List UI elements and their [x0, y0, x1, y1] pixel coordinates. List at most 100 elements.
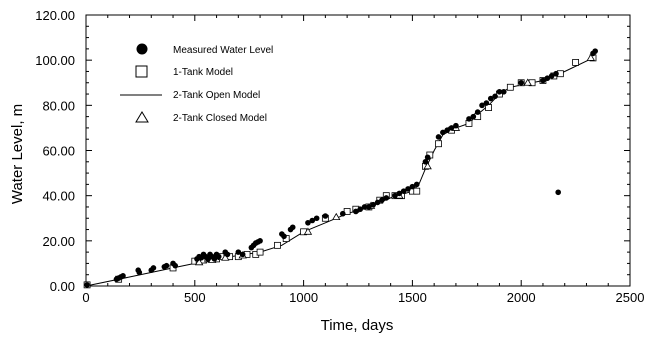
- data-point-measured: [500, 88, 507, 95]
- data-point-measured: [281, 233, 287, 240]
- data-point-measured: [150, 265, 157, 271]
- data-point-measured: [357, 206, 363, 213]
- data-point-measured: [553, 70, 559, 77]
- x-tick-label: 2500: [616, 290, 645, 305]
- data-point-measured: [366, 204, 372, 210]
- data-point-measured: [496, 88, 503, 95]
- data-point-measured: [379, 197, 385, 203]
- data-point-measured: [370, 201, 377, 208]
- data-point-measured: [84, 282, 90, 288]
- data-point-1-tank: [572, 59, 579, 66]
- data-point-2-tank-closed: [332, 212, 341, 221]
- data-point-measured: [205, 256, 211, 262]
- data-point-measured: [470, 113, 477, 120]
- data-point-measured: [257, 238, 263, 244]
- data-point-measured: [424, 154, 431, 161]
- data-point-measured: [518, 79, 524, 86]
- data-point-measured: [361, 204, 368, 210]
- y-tick-label: 100.00: [35, 53, 75, 68]
- data-point-measured: [396, 190, 403, 197]
- x-tick-label: 2000: [507, 290, 536, 305]
- data-point-1-tank: [413, 187, 421, 195]
- legend-label-2-tank-open: 2-Tank Open Model: [173, 90, 260, 101]
- data-point-measured: [466, 116, 472, 122]
- data-point-measured: [405, 186, 411, 192]
- legend: Measured Water Level 1-Tank Model 2-Tank…: [120, 43, 273, 124]
- data-point-measured: [544, 75, 551, 82]
- data-point-measured: [163, 262, 170, 269]
- data-point-measured: [235, 249, 242, 255]
- data-point-measured: [383, 195, 390, 201]
- data-point-measured: [239, 251, 246, 258]
- data-point-measured: [413, 181, 420, 188]
- data-point-measured: [339, 210, 346, 217]
- data-point-measured: [555, 189, 561, 196]
- series-line-2-tank-open: [85, 57, 594, 287]
- model-lines: [85, 57, 594, 287]
- data-point-measured: [492, 93, 498, 100]
- data-point-measured: [592, 48, 598, 54]
- data-point-2-tank-closed: [523, 78, 532, 86]
- data-point-2-tank-closed: [221, 253, 230, 261]
- data-point-measured: [224, 251, 231, 258]
- data-point-measured: [400, 188, 407, 194]
- data-point-measured: [479, 102, 485, 109]
- x-tick-label: 500: [184, 290, 206, 305]
- data-point-measured: [435, 134, 442, 140]
- legend-label-1-tank: 1-Tank Model: [173, 67, 233, 78]
- data-point-measured: [448, 125, 455, 131]
- data-point-measured: [305, 219, 311, 226]
- data-point-measured: [444, 127, 451, 133]
- data-point-measured: [313, 215, 320, 222]
- y-tick-label: 20.00: [42, 234, 75, 249]
- data-point-measured: [136, 269, 143, 276]
- axes-frame: [85, 14, 631, 287]
- data-point-measured: [120, 273, 126, 279]
- data-point-measured: [392, 192, 398, 199]
- y-tick-label: 80.00: [42, 98, 75, 113]
- y-axis-title: Water Level, m: [9, 104, 26, 204]
- legend-marker-measured: [136, 43, 148, 55]
- y-tick-label: 0.00: [50, 279, 75, 294]
- legend-label-measured: Measured Water Level: [173, 45, 273, 56]
- data-point-2-tank-closed: [586, 53, 596, 61]
- data-point-1-tank: [435, 140, 442, 148]
- data-point-measured: [374, 199, 381, 206]
- legend-marker-1-tank: [135, 65, 148, 78]
- data-point-measured: [172, 262, 179, 269]
- data-point-2-tank-closed: [194, 257, 204, 266]
- data-point-2-tank-closed: [423, 162, 432, 170]
- data-point-measured: [422, 158, 429, 165]
- data-point-1-tank: [506, 83, 514, 91]
- data-point-measured: [289, 224, 296, 231]
- data-point-measured: [322, 213, 329, 219]
- x-tick-label: 0: [82, 290, 89, 305]
- data-points: [83, 48, 598, 289]
- data-point-measured: [540, 77, 546, 84]
- data-point-measured: [309, 217, 316, 224]
- data-point-measured: [487, 95, 494, 102]
- data-point-measured: [453, 122, 459, 129]
- legend-marker-2-tank-closed: [135, 111, 149, 123]
- x-axis-title: Time, days: [321, 317, 394, 334]
- data-point-measured: [474, 109, 481, 115]
- data-point-1-tank: [274, 241, 281, 249]
- data-point-measured: [440, 129, 446, 136]
- data-point-measured: [353, 208, 359, 215]
- data-point-1-tank: [256, 248, 264, 256]
- data-point-measured: [409, 183, 416, 190]
- axis-ticks: 0 500 1000 1500 2000 2500 0.00 20.00 40.00 60.00 8…: [35, 8, 644, 305]
- legend-label-2-tank-closed: 2-Tank Closed Model: [173, 113, 267, 124]
- y-tick-label: 60.00: [42, 144, 75, 159]
- data-point-2-tank-closed: [303, 227, 313, 235]
- y-tick-label: 120.00: [35, 8, 75, 23]
- data-point-measured: [548, 73, 555, 79]
- data-point-measured: [215, 253, 222, 260]
- x-tick-label: 1500: [398, 290, 427, 305]
- data-point-measured: [211, 256, 218, 262]
- plot-frame: [85, 14, 631, 287]
- x-tick-label: 1000: [289, 290, 318, 305]
- y-tick-label: 40.00: [42, 189, 75, 204]
